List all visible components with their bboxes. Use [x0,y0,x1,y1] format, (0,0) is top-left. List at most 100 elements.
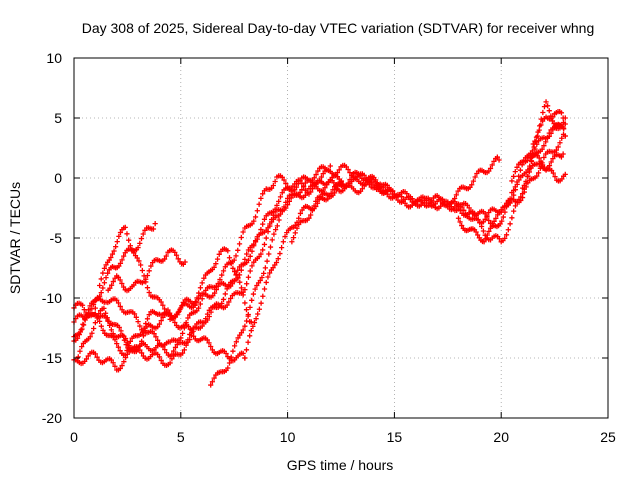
data-point [211,264,217,270]
data-point [107,285,113,291]
data-point [214,256,221,262]
data-point [297,210,304,217]
data-point [541,104,548,110]
data-point [138,235,145,242]
data-point [233,271,239,277]
data-point [500,214,506,220]
data-point [101,265,108,271]
data-point [115,300,122,306]
data-point [529,148,535,154]
data-point [187,326,193,332]
data-point [494,154,500,160]
data-point [270,182,276,189]
y-tick-label: -15 [42,350,62,366]
data-point [555,144,561,150]
data-point [457,219,463,225]
data-point [238,330,245,336]
data-point [560,151,566,157]
data-point [117,277,123,283]
data-point [242,256,248,262]
data-point [212,290,218,296]
data-point [457,207,463,213]
data-point [111,248,117,254]
series-s10 [208,217,282,388]
data-point [512,203,519,209]
data-point [528,158,535,165]
data-point [286,198,292,204]
data-point [517,167,524,173]
data-point [150,226,157,232]
data-point [87,334,93,340]
series-s6 [71,221,158,340]
data-point [225,248,231,254]
data-point [255,311,261,317]
data-point [326,194,333,200]
data-point [450,199,456,205]
data-point [545,103,551,109]
data-point [197,285,204,291]
data-point [160,302,166,308]
data-point [222,291,228,297]
data-point [334,170,341,176]
data-point [113,244,119,250]
data-point [343,164,349,170]
data-point [295,181,301,187]
x-tick-label: 0 [70,429,78,445]
data-point [249,221,255,227]
data-point [539,146,545,152]
data-point [236,272,243,278]
data-point [217,276,223,283]
data-point [114,341,120,347]
data-point [197,301,203,307]
data-point [257,277,263,284]
data-point [155,337,161,343]
data-point [137,323,143,329]
data-point [83,356,90,362]
data-point [122,352,128,358]
data-point [483,236,489,242]
data-point [117,260,124,266]
data-point [121,337,128,343]
data-point [97,318,103,324]
data-point [347,170,353,176]
data-point [252,214,259,220]
data-point [172,344,179,351]
data-point [240,292,246,298]
data-point [151,331,157,337]
data-point [134,255,140,261]
data-point [470,178,477,184]
data-point [98,290,104,296]
series-s12 [289,169,397,245]
data-point [254,282,260,289]
data-point [119,362,125,369]
data-point [185,337,191,343]
data-point [509,178,515,184]
data-point [220,268,227,274]
data-point [79,302,86,308]
data-point [217,303,223,309]
data-point [376,184,382,190]
data-point [92,351,98,357]
data-point [537,123,543,129]
data-point [259,274,265,281]
data-point [509,215,515,221]
data-point [328,190,334,196]
data-point [143,320,149,327]
data-point [169,356,175,362]
data-point [260,221,266,227]
data-point [77,348,83,354]
data-point [267,223,273,229]
data-point [196,290,202,296]
data-point [550,170,556,176]
data-point [466,205,472,211]
data-point [266,251,272,257]
data-point [98,323,104,329]
data-point [116,324,122,331]
data-point [518,197,524,204]
y-tick-label: 10 [46,50,62,66]
data-point [318,174,325,180]
data-point [242,355,248,361]
data-point [301,183,307,189]
data-point [293,184,300,190]
data-point [119,280,125,287]
